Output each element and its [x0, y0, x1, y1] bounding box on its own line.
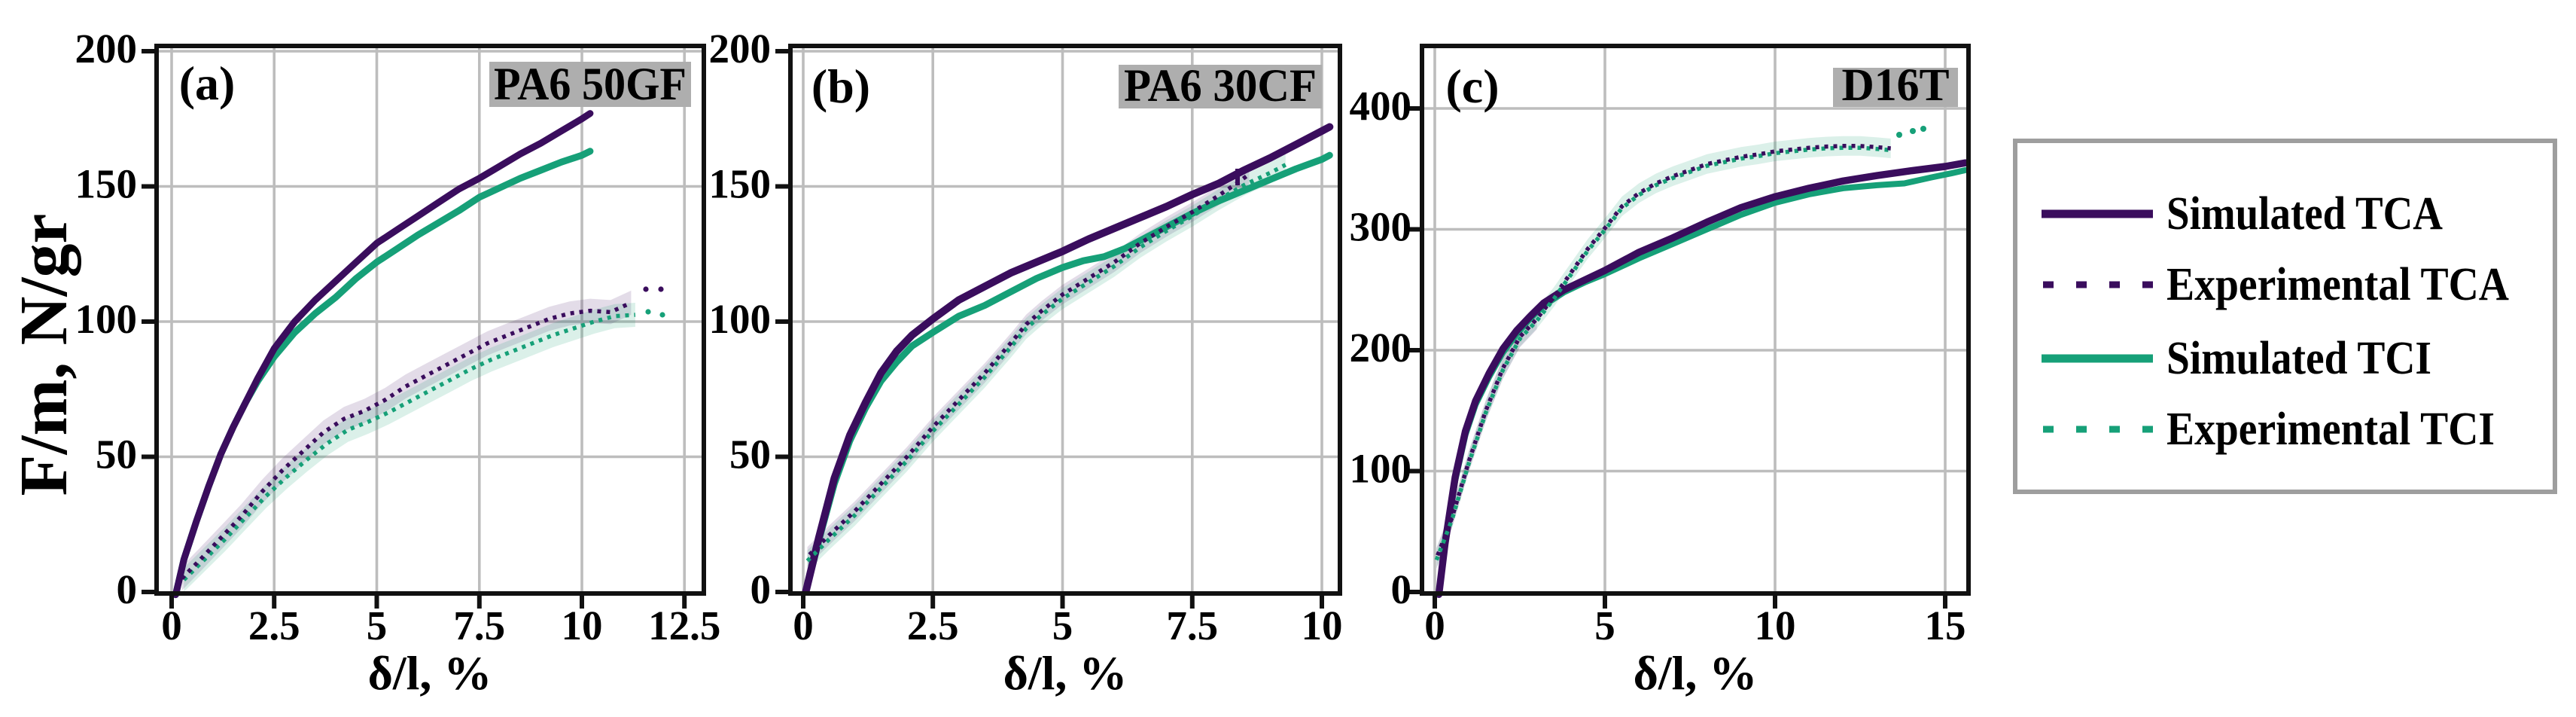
svg-text:150: 150 — [75, 161, 138, 207]
svg-text:δ/l, %: δ/l, % — [368, 646, 492, 700]
svg-text:0: 0 — [751, 566, 772, 612]
svg-text:(a): (a) — [179, 56, 236, 110]
svg-text:Simulated TCI: Simulated TCI — [2166, 333, 2431, 384]
svg-text:12.5: 12.5 — [648, 603, 720, 648]
svg-text:100: 100 — [75, 296, 138, 342]
svg-text:δ/l, %: δ/l, % — [1634, 646, 1758, 700]
svg-text:PA6 50GF: PA6 50GF — [494, 59, 687, 110]
svg-text:5: 5 — [1052, 603, 1073, 648]
svg-text:7.5: 7.5 — [453, 603, 505, 648]
svg-text:0: 0 — [1424, 603, 1445, 648]
svg-text:PA6 30CF: PA6 30CF — [1124, 61, 1317, 111]
svg-text:300: 300 — [1350, 204, 1412, 250]
svg-text:50: 50 — [96, 432, 137, 477]
svg-text:0: 0 — [793, 603, 814, 648]
svg-text:200: 200 — [709, 26, 772, 72]
svg-text:δ/l, %: δ/l, % — [1003, 646, 1128, 700]
svg-text:400: 400 — [1350, 83, 1412, 129]
svg-text:200: 200 — [1350, 325, 1412, 371]
svg-text:D16T: D16T — [1842, 60, 1950, 111]
svg-text:10: 10 — [1755, 603, 1796, 648]
svg-text:0: 0 — [117, 566, 138, 612]
svg-text:Experimental TCA: Experimental TCA — [2166, 259, 2509, 310]
svg-text:7.5: 7.5 — [1166, 603, 1218, 648]
svg-text:(c): (c) — [1445, 59, 1499, 113]
svg-text:5: 5 — [367, 603, 388, 648]
svg-text:(b): (b) — [811, 59, 870, 113]
svg-text:0: 0 — [1391, 566, 1412, 612]
svg-text:Experimental TCI: Experimental TCI — [2166, 404, 2495, 455]
svg-text:200: 200 — [75, 26, 138, 72]
svg-text:15: 15 — [1925, 603, 1966, 648]
svg-text:100: 100 — [1350, 446, 1412, 492]
svg-text:150: 150 — [709, 161, 772, 207]
svg-text:10: 10 — [562, 603, 603, 648]
svg-text:10: 10 — [1302, 603, 1343, 648]
svg-text:2.5: 2.5 — [248, 603, 300, 648]
svg-text:Simulated TCA: Simulated TCA — [2166, 188, 2443, 240]
svg-text:2.5: 2.5 — [907, 603, 959, 648]
svg-text:50: 50 — [729, 432, 771, 477]
svg-text:0: 0 — [161, 603, 182, 648]
svg-text:F/m, N/gr: F/m, N/gr — [7, 214, 81, 496]
svg-text:5: 5 — [1594, 603, 1615, 648]
svg-text:100: 100 — [709, 296, 772, 342]
